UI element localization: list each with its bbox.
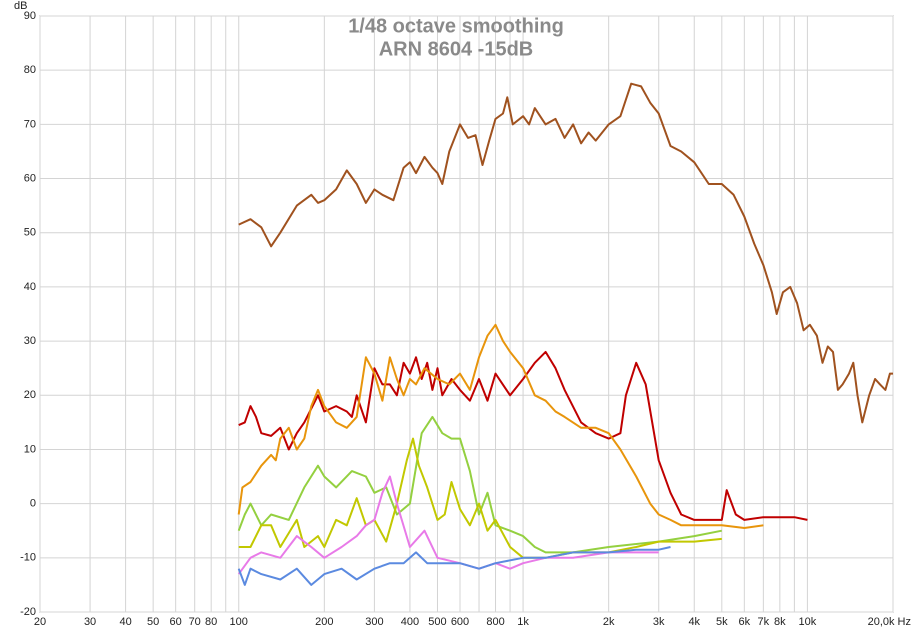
y-tick-label: 60 [24,172,36,184]
series-line [238,82,893,424]
x-tick-label: 40 [119,616,131,628]
x-tick-label: 50 [147,616,159,628]
series-line [237,546,671,586]
y-tick-label: 30 [24,335,36,347]
x-tick-label: 200 [315,616,333,628]
y-tick-label: -10 [20,552,36,564]
series-line [237,415,722,554]
x-tick-label: 3k [653,616,665,628]
x-tick-label: 20 [34,616,46,628]
y-tick-label: 10 [24,443,36,455]
x-tick-label: 60 [170,616,182,628]
y-tick-label: 90 [24,10,36,22]
series-line [237,323,764,529]
chart-subtitle: ARN 8604 -15dB [379,38,534,60]
y-tick-label: 40 [24,281,36,293]
x-tick-label: 8k [774,616,786,628]
y-tick-label: 50 [24,227,36,239]
x-tick-label: 4k [688,616,700,628]
series-line [238,350,808,521]
chart-title: 1/48 octave smoothing [348,15,564,37]
y-tick-label: 0 [30,498,36,510]
x-tick-label: 20,0k Hz [868,616,911,628]
x-tick-label: 100 [230,616,248,628]
x-tick-label: 300 [365,616,383,628]
y-tick-label: -20 [20,606,36,618]
x-tick-label: 10k [799,616,817,628]
x-tick-label: 6k [739,616,751,628]
x-tick-label: 500 [428,616,446,628]
x-tick-label: 5k [716,616,728,628]
x-tick-label: 600 [451,616,469,628]
series-line [237,475,659,575]
x-tick-label: 1k [517,616,529,628]
x-tick-label: 800 [486,616,504,628]
y-tick-label: 70 [24,118,36,130]
x-tick-label: 2k [603,616,615,628]
x-tick-label: 70 [189,616,201,628]
x-tick-label: 80 [205,616,217,628]
x-tick-label: 400 [401,616,419,628]
plot-area [39,15,894,613]
y-tick-label: 80 [24,64,36,76]
y-axis-label: dB [14,0,27,12]
x-tick-label: 30 [84,616,96,628]
x-tick-label: 7k [758,616,770,628]
y-tick-label: 20 [24,389,36,401]
